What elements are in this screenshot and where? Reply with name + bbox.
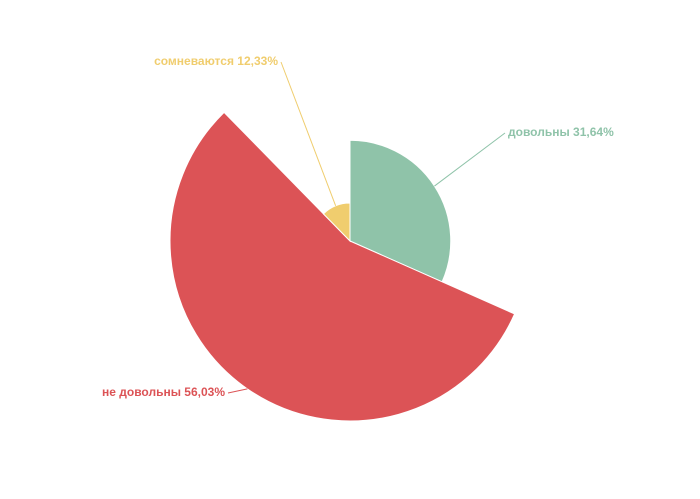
label-value: 56,03% [184,385,225,399]
label-line [227,388,248,394]
label-value: 31,64% [573,125,614,139]
label-name: не довольны [102,385,181,399]
label-value: 12,33% [237,54,278,68]
label-line [280,61,337,206]
label-name: сомневаются [154,54,234,68]
data-label: сомневаются 12,33% [154,54,278,68]
slice [169,111,516,422]
data-label: довольны 31,64% [508,125,614,139]
label-name: довольны [508,125,570,139]
label-line [434,132,506,187]
slice [349,139,452,283]
data-label: не довольны 56,03% [102,385,225,399]
